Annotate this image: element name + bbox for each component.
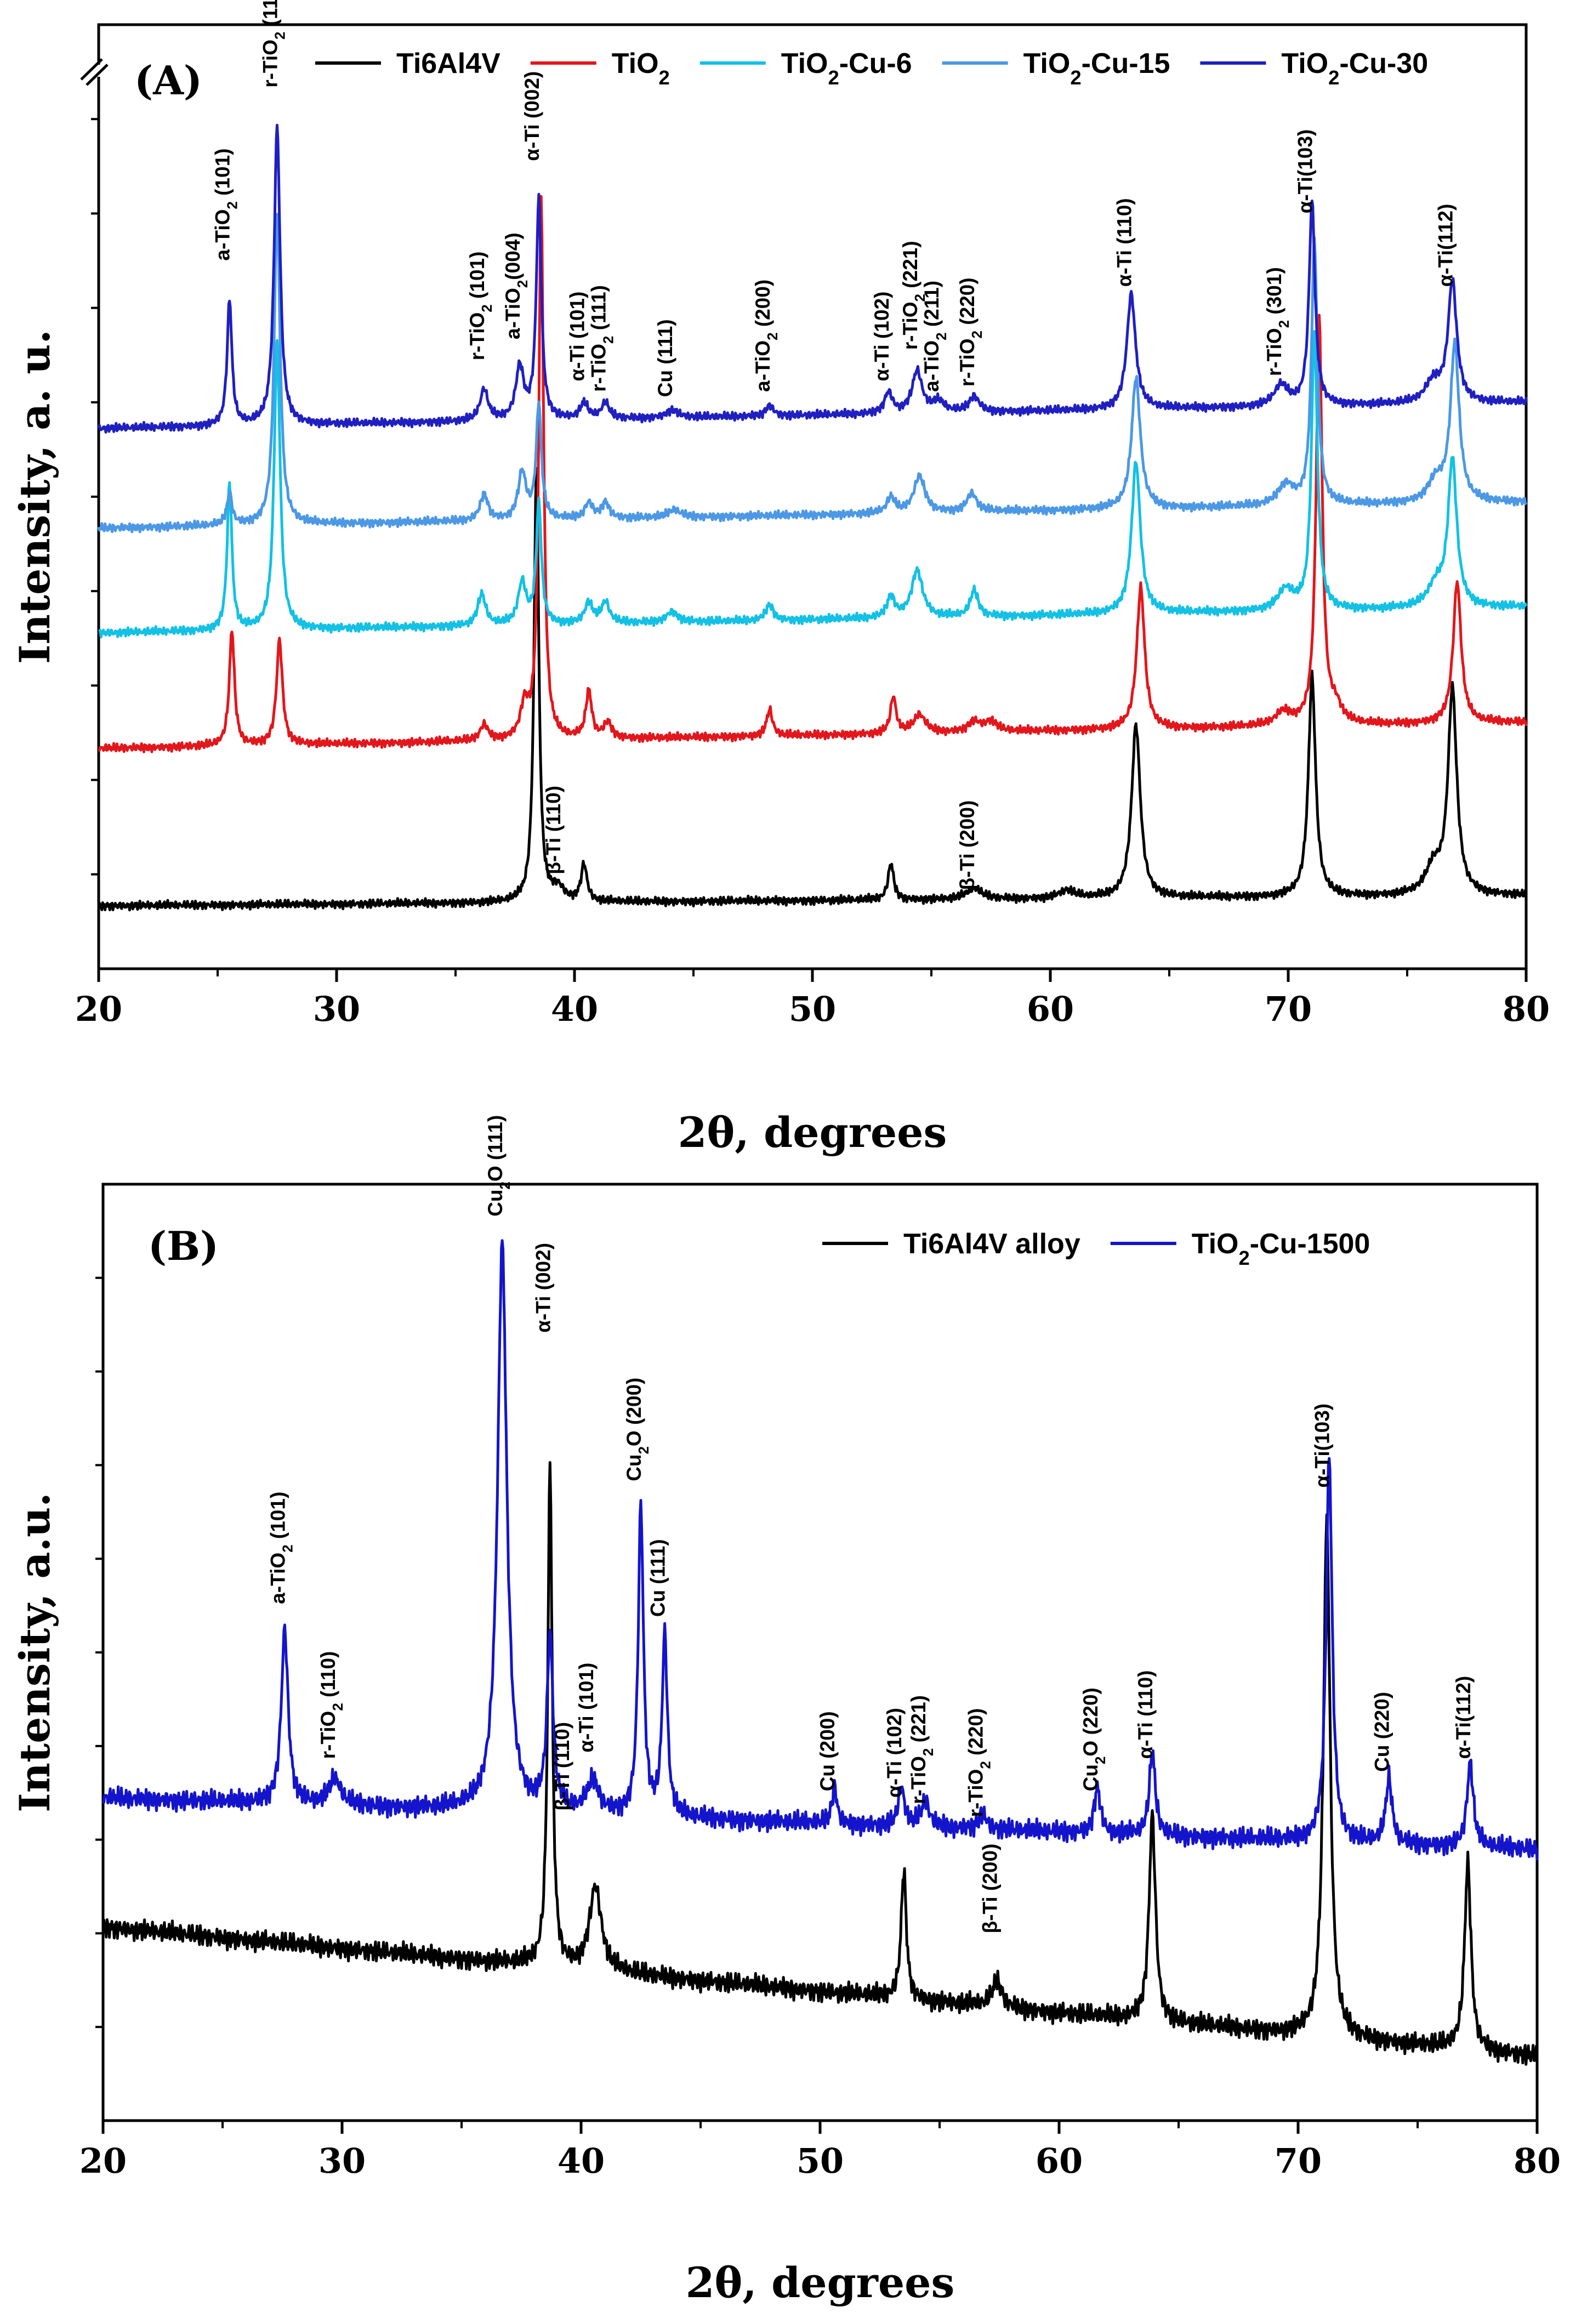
- panel-b-peak-label: Cu2O (200): [623, 1378, 652, 1481]
- panel-b-x-tick-label: 70: [1275, 2141, 1322, 2181]
- panel-a-peak-label: α-Ti(103): [1294, 129, 1316, 214]
- panel-b-legend: Ti6Al4V alloy TiO2-Cu-1500: [822, 1228, 1370, 1269]
- panel-b-annotations: a-TiO2 (101) r-TiO2 (110) Cu2O (111) α-Ti (…: [266, 1115, 1475, 1934]
- panel-a-x-tick-label: 20: [75, 989, 122, 1029]
- panel-a-peak-label: β-Ti (200): [956, 800, 979, 890]
- panel-b-label: (B): [148, 1223, 219, 1269]
- panel-a-peak-label: β-Ti (110): [542, 786, 565, 874]
- panel-b-y-axis-title: Intensity, a.u.: [10, 1492, 59, 1812]
- panel-b-x-ticks: 20 30 40 50 60 70 80: [79, 1276, 1561, 2181]
- panel-a-peak-label: r-TiO2 (220): [956, 277, 985, 387]
- panel-a-x-tick-label: 40: [551, 989, 598, 1029]
- panel-a-annotations: a-TiO2 (101)r-TiO2 (110)r-TiO2 (101)a-Ti…: [212, 0, 1457, 890]
- panel-a-peak-label: r-TiO2 (110): [259, 0, 288, 88]
- panel-a-peak-label: α-Ti(112): [1435, 204, 1457, 287]
- panel-b-series: [101, 1239, 1539, 2066]
- panel-b-series-tio2-cu-1500: [102, 1239, 1539, 1861]
- panel-a-peak-label: α-Ti (101): [566, 292, 588, 382]
- panel-b-peak-label: Cu2O (220): [1079, 1687, 1108, 1791]
- panel-a-peak-label: r-TiO2 (301): [1263, 267, 1292, 376]
- panel-b-peak-label: Cu2O (111): [484, 1115, 513, 1217]
- panel-a-series-ti6al4v: [97, 467, 1528, 912]
- panel-b-series-ti6al4v-alloy: [101, 1461, 1539, 2066]
- panel-a-series-tio2-cu-30: [97, 123, 1528, 434]
- panel-b-peak-label: α-Ti (110): [1134, 1670, 1157, 1759]
- panel-a-series-tio2-cu-6: [98, 330, 1528, 639]
- panel-b-legend-label: Ti6Al4V alloy: [903, 1228, 1080, 1260]
- panel-a-legend-label: Ti6Al4V: [396, 48, 500, 79]
- panel-b-x-tick-label: 60: [1036, 2141, 1083, 2181]
- panel-a-legend-label: TiO2-Cu-15: [1023, 48, 1170, 89]
- panel-b-x-tick-label: 20: [79, 2141, 127, 2181]
- panel-b: 20 30 40 50 60 70 80 a-TiO2 (101) r-TiO2 (110) C…: [10, 1115, 1561, 2307]
- panel-b-peak-label: a-TiO2 (101): [266, 1492, 295, 1604]
- panel-a-series-tio2-cu-15: [97, 213, 1528, 533]
- panel-a: 20 30 40 50 60 70 80 a-TiO2 (101) r-TiO2 (110) r…: [10, 0, 1550, 1157]
- panel-b-peak-label: r-TiO2 (110): [317, 1651, 346, 1759]
- panel-b-peak-label: Cu (200): [816, 1711, 839, 1791]
- panel-a-peak-label: a-TiO2 (211): [920, 281, 949, 392]
- panel-a-peak-label: r-TiO2 (111): [587, 285, 616, 392]
- panel-b-peak-label: α-Ti (002): [532, 1243, 554, 1333]
- panel-a-peak-label: a-TiO2 (200): [752, 280, 781, 392]
- panel-b-peak-label: β-Ti (110): [551, 1722, 573, 1811]
- panel-a-peak-label: r-TiO2 (221): [899, 241, 928, 350]
- panel-b-peak-label: Cu (220): [1371, 1692, 1393, 1772]
- panel-b-x-tick-label: 40: [558, 2141, 605, 2181]
- panel-a-legend-label: TiO2: [612, 48, 670, 89]
- panel-b-peak-label: α-Ti (102): [883, 1708, 906, 1798]
- panel-a-legend-label: TiO2-Cu-6: [781, 48, 912, 89]
- panel-a-x-tick-label: 50: [789, 989, 836, 1029]
- panel-b-x-tick-label: 50: [797, 2141, 844, 2181]
- panel-a-peak-label: a-TiO2(004): [502, 232, 531, 339]
- panel-b-peak-label: r-TiO2 (221): [907, 1695, 936, 1804]
- panel-a-series-tio2: [98, 195, 1528, 753]
- panel-a-x-ticks: 20 30 40 50 60 70 80: [75, 118, 1550, 1029]
- panel-a-legend: Ti6Al4V TiO2 TiO2-Cu-6 TiO2-Cu-15 TiO2-Cu-30: [315, 48, 1428, 89]
- panel-a-series: [97, 123, 1528, 912]
- panel-b-x-axis-title: 2θ, degrees: [686, 2258, 955, 2307]
- panel-b-peak-label: α-Ti(103): [1311, 1404, 1334, 1488]
- panel-b-legend-label: TiO2-Cu-1500: [1192, 1228, 1370, 1269]
- panel-a-x-tick-label: 30: [313, 989, 360, 1029]
- panel-b-x-tick-label: 30: [318, 2141, 366, 2181]
- panel-a-peak-label: a-TiO2 (101): [212, 149, 241, 261]
- panel-b-peak-label: Cu (111): [647, 1539, 669, 1617]
- panel-b-x-tick-label: 80: [1514, 2141, 1561, 2181]
- panel-a-x-tick-label: 60: [1027, 989, 1074, 1029]
- panel-b-peak-label: α-Ti (101): [575, 1663, 598, 1753]
- panel-b-peak-label: r-TiO2 (220): [965, 1708, 994, 1817]
- panel-a-x-axis-title: 2θ, degrees: [678, 1108, 947, 1157]
- panel-a-peak-label: α-Ti (110): [1113, 198, 1136, 287]
- axis-break-mark: [77, 58, 126, 86]
- panel-b-peak-label: α-Ti(112): [1452, 1676, 1475, 1759]
- panel-a-x-tick-label: 80: [1503, 989, 1550, 1029]
- panel-a-y-axis-title: Intensity, a. u.: [10, 329, 59, 664]
- panel-a-peak-label: r-TiO2 (101): [466, 252, 495, 361]
- panel-a-legend-label: TiO2-Cu-30: [1281, 48, 1428, 89]
- panel-a-peak-label: α-Ti (102): [871, 292, 893, 382]
- panel-a-peak-label: α-Ti (002): [521, 71, 543, 161]
- panel-a-peak-label: Cu (111): [654, 319, 676, 397]
- panel-a-label: (A): [134, 57, 202, 104]
- panel-b-peak-label: β-Ti (200): [979, 1844, 1002, 1934]
- panel-a-x-tick-label: 70: [1265, 989, 1312, 1029]
